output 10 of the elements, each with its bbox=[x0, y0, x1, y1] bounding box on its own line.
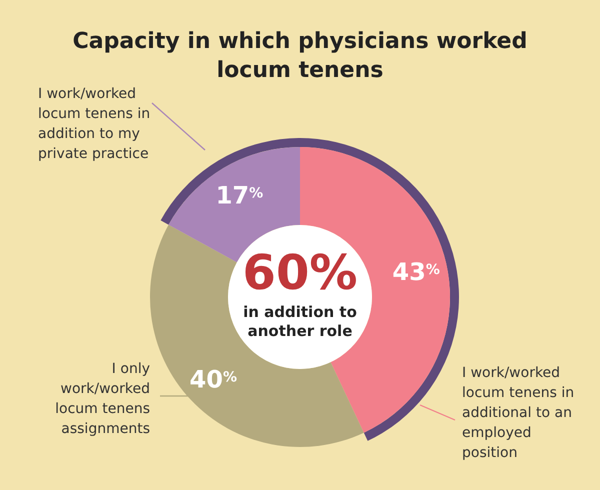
data-label: 17$^{%}$ bbox=[216, 182, 264, 210]
slice-label: I only work/worked locum tenens assignments bbox=[55, 361, 150, 437]
donut-slice bbox=[150, 224, 364, 447]
slice-label: I work/worked locum tenens in additional to an employed position bbox=[462, 365, 574, 461]
text: in addition to another role bbox=[243, 303, 357, 340]
data-label: 40$^{%}$ bbox=[190, 365, 237, 394]
chart-title: Capacity in which physicians worked locum tenens bbox=[72, 29, 528, 83]
data-label: 43$^{%}$ bbox=[392, 258, 440, 286]
text: 60% bbox=[242, 245, 358, 301]
slice-label: I work/worked locum tenens in addition to my private practice bbox=[38, 86, 150, 162]
